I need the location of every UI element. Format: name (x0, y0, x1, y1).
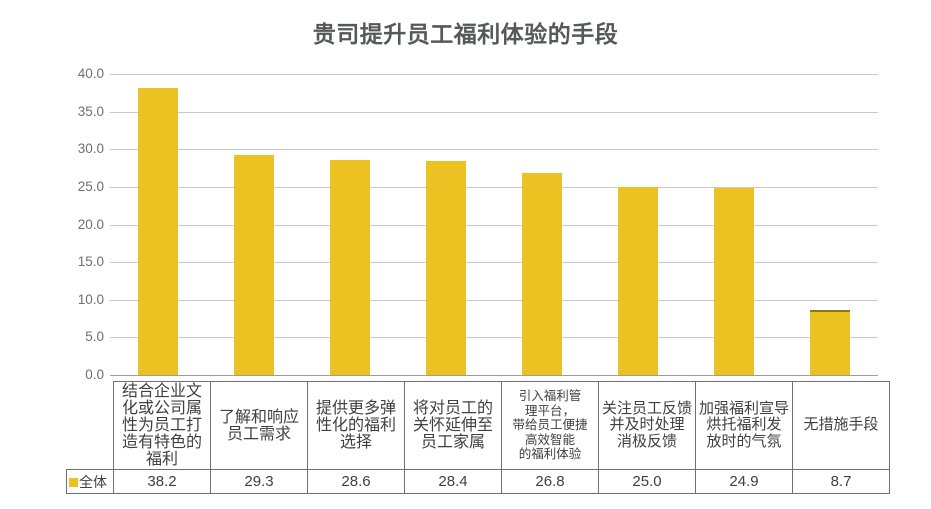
bar (618, 186, 658, 375)
value-cell: 25.0 (598, 469, 696, 494)
bar-slot (590, 74, 686, 375)
bar-slot (398, 74, 494, 375)
legend-swatch-icon (69, 477, 78, 487)
data-table: 结合企业文 化或公司属 性为员工打 造有特色的 福利 了解和响应 员工需求 提供更多… (66, 381, 890, 494)
bar-slot (206, 74, 302, 375)
y-axis-tick-label: 25.0 (77, 178, 104, 194)
category-cell: 引入福利管 理平台， 带给员工便捷 高效智能 的福利体验 (501, 381, 599, 470)
plot-area (110, 74, 878, 376)
gridline (110, 375, 878, 376)
y-axis-tick-label: 10.0 (77, 291, 104, 307)
y-axis-tick-label: 0.0 (85, 367, 104, 382)
y-axis-tick-label: 40.0 (77, 66, 104, 81)
y-axis-tick-label: 15.0 (77, 254, 104, 270)
bar (330, 159, 370, 375)
bar (426, 161, 466, 375)
value-cell: 28.6 (307, 469, 405, 494)
value-cell: 8.7 (792, 469, 890, 494)
bar-slot (110, 74, 206, 375)
value-cell: 28.4 (404, 469, 502, 494)
gridline (110, 337, 878, 339)
bar (714, 187, 754, 375)
y-axis-tick-label: 35.0 (77, 103, 104, 119)
gridline (110, 111, 878, 113)
value-row: 全体 38.2 29.3 28.6 28.4 26.8 25.0 24.9 8.7 (66, 469, 890, 494)
bar (522, 173, 562, 375)
bar-series (110, 74, 878, 375)
bar-slot (494, 74, 590, 375)
category-cell: 加强福利宣导 烘托福利发 放时的气氛 (695, 381, 793, 470)
y-axis-tick-label: 5.0 (85, 329, 104, 345)
category-cell: 了解和响应 员工需求 (210, 381, 308, 470)
category-cell: 关注员工反馈 并及时处理 消极反馈 (598, 381, 696, 470)
bar-slot (686, 74, 782, 375)
value-cell: 38.2 (113, 469, 211, 494)
y-axis-tick-label: 30.0 (77, 141, 104, 157)
bar (234, 154, 274, 375)
gridline (110, 224, 878, 226)
value-cell: 24.9 (695, 469, 793, 494)
gridline (110, 74, 878, 75)
category-cell: 无措施手段 (792, 381, 890, 470)
table-corner-spacer (67, 382, 114, 470)
category-cell: 提供更多弹 性化的福利 选择 (307, 381, 405, 470)
bar (138, 87, 178, 375)
gridline (110, 262, 878, 264)
category-cell: 将对员工的 关怀延伸至 员工家属 (404, 381, 502, 470)
gridline (110, 299, 878, 301)
value-cell: 26.8 (501, 469, 599, 494)
gridline (110, 186, 878, 188)
gridline (110, 149, 878, 151)
category-row: 结合企业文 化或公司属 性为员工打 造有特色的 福利 了解和响应 员工需求 提供更多… (67, 381, 890, 470)
legend-cell: 全体 (66, 469, 114, 494)
bar-slot (302, 74, 398, 375)
category-cell: 结合企业文 化或公司属 性为员工打 造有特色的 福利 (113, 381, 211, 470)
legend-series-label: 全体 (79, 473, 107, 490)
value-cell: 29.3 (210, 469, 308, 494)
chart-title: 贵司提升员工福利体验的手段 (312, 21, 619, 47)
y-axis-tick-label: 20.0 (77, 216, 104, 232)
bar (810, 309, 850, 375)
bar-slot (782, 74, 878, 375)
